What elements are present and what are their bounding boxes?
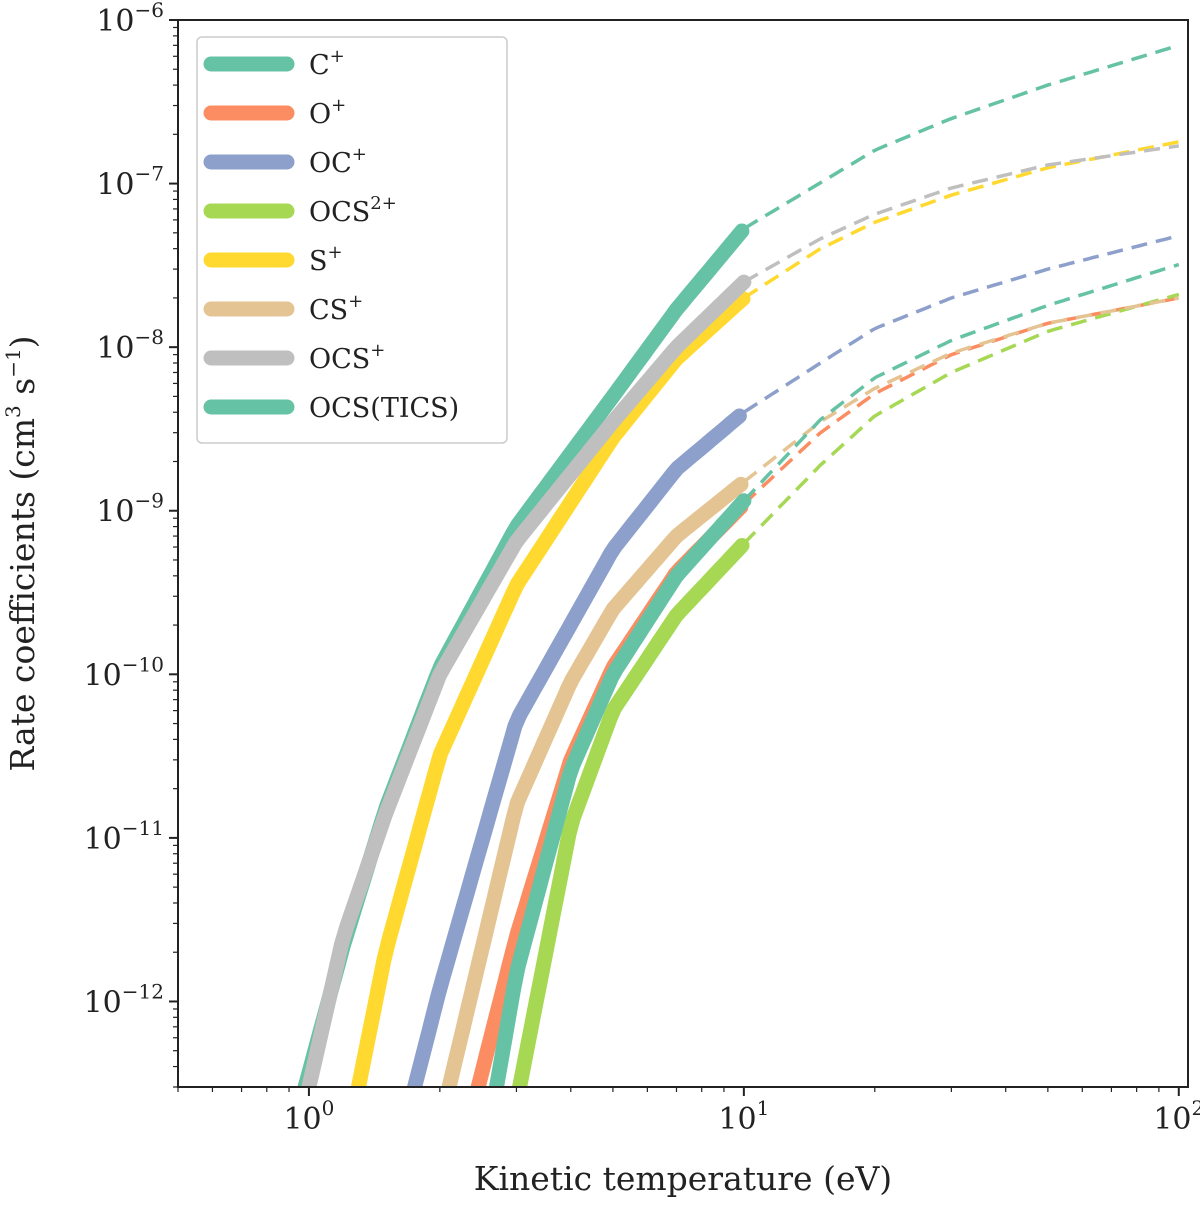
series-line-solid-cs-plus-5 [441,476,749,1087]
legend-box [196,36,508,444]
legend-item: OCS(TICS) [203,393,459,424]
series-line-dashed-oc-plus-2 [742,234,1180,414]
series-line-dashed-ocs-tics--7 [742,262,1180,502]
plot-frame [177,19,1189,1088]
y-tick-label: 10−9 [96,489,164,530]
legend-label: OCS(TICS) [309,393,459,424]
x-axis-title: Kinetic temperature (eV) [474,1159,892,1198]
series-line-dashed-cs-plus-5 [742,296,1180,484]
legend-item: OCS+ [203,340,385,375]
series-line-solid-s-plus-4 [351,291,751,1087]
legend-label: OCS2+ [309,193,397,228]
legend-item: O+ [203,95,346,130]
series-line-solid-ocs-tics--7 [489,493,752,1087]
legend: C+ O+ OC+ OCS2+ S+ CS+ OCS+ OCS(TICS) [196,36,508,444]
y-axis-title: Rate coefficients (cm3 s−1) [1,335,42,771]
legend-label: OCS+ [309,340,385,375]
axes-layer: 100 101 102 10−6 10−7 10−8 10−9 10−10 10−11 10−12 [84,0,1200,1137]
y-tick-label: 10−11 [84,816,164,857]
legend-item: OCS2+ [203,193,397,228]
series-line-solid-oc-plus-2 [407,408,747,1087]
legend-item: OC+ [203,144,367,179]
legend-label: O+ [309,95,346,130]
y-tick-label: 10−7 [96,162,164,203]
x-tick-label: 101 [718,1096,769,1137]
series-line-dashed-o-plus-1 [742,296,1180,506]
legend-item: CS+ [203,291,363,326]
legend-item: S+ [203,242,343,277]
legend-label: C+ [309,46,345,81]
y-tick-label: 10−8 [96,325,164,366]
series-line-solid-ocs-2plus-3 [512,538,750,1087]
legend-item: C+ [203,46,345,81]
legend-label: CS+ [309,291,363,326]
legend-label: OC+ [309,144,367,179]
x-tick-label: 100 [283,1096,334,1137]
y-tick-label: 10−10 [84,652,164,693]
series-line-dashed-ocs-plus-6 [743,144,1180,284]
series-line-dashed-s-plus-4 [742,140,1180,300]
legend-label: S+ [309,242,343,277]
series-line-dashed-c-plus-0 [742,43,1180,231]
series-line-dashed-ocs-2plus-3 [742,292,1180,545]
series-line-solid-ocs-plus-6 [301,274,752,1087]
y-tick-label: 10−6 [96,0,164,39]
x-tick-label: 102 [1153,1096,1200,1137]
series-layer [297,43,1180,1087]
y-tick-label: 10−12 [84,979,164,1020]
